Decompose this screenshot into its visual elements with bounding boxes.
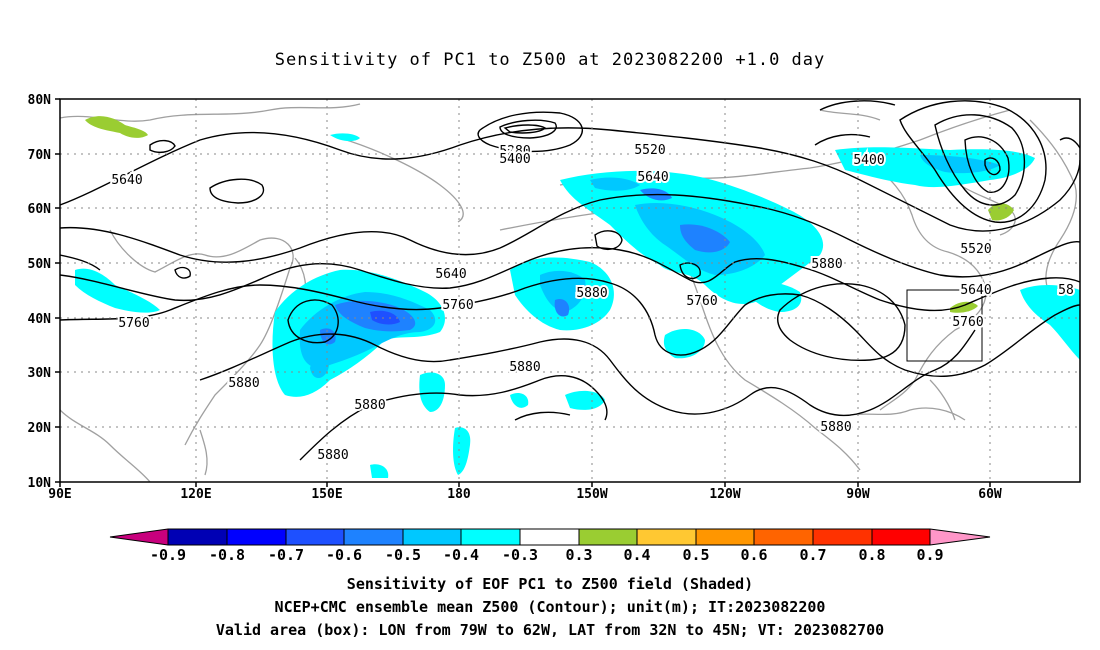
colorbar-cell: [344, 529, 403, 545]
colorbar-cell: [403, 529, 461, 545]
contour-label: 5880: [317, 448, 348, 463]
lon-label: 120W: [709, 487, 740, 502]
colorbar-cell: [696, 529, 754, 545]
contour-label: 5280: [499, 144, 530, 159]
colorbar-cell: [637, 529, 696, 545]
colorbar-label: 0.8: [858, 546, 885, 564]
contour-label: 5640: [435, 267, 466, 282]
contour-label: 5640: [111, 173, 142, 188]
colorbar-label: -0.6: [326, 546, 362, 564]
lat-label: 70N: [28, 148, 52, 163]
colorbar-cell: [227, 529, 286, 545]
colorbar-label: -0.9: [150, 546, 186, 564]
colorbar-cell: [754, 529, 813, 545]
contour-label: 5760: [952, 315, 983, 330]
colorbar-label: -0.8: [209, 546, 245, 564]
map-title: Sensitivity of PC1 to Z500 at 2023082200…: [274, 50, 826, 70]
contour-labels: 5280 5400 5520 5640 5400 5640 5520 5640 …: [109, 141, 1075, 465]
z500-contours: [60, 100, 1080, 461]
lon-label: 180: [447, 487, 471, 502]
contour-label: 58: [1058, 283, 1074, 298]
contour-label: 5880: [820, 420, 851, 435]
contour-label: 5640: [637, 170, 668, 185]
contour-label: 5400: [499, 152, 530, 167]
contour-label: 5760: [686, 294, 717, 309]
lat-label: 50N: [28, 257, 52, 272]
colorbar: [109, 528, 991, 546]
colorbar-label: 0.6: [740, 546, 767, 564]
longitude-labels: 90E 120E 150E 180 150W 120W 90W 60W: [48, 487, 1002, 502]
lon-label: 120E: [180, 487, 211, 502]
colorbar-cell: [286, 529, 344, 545]
colorbar-label: 0.4: [623, 546, 650, 564]
colorbar-label: 0.9: [916, 546, 943, 564]
colorbar-cell: [813, 529, 872, 545]
lon-label: 90E: [48, 487, 71, 502]
lon-label: 150E: [311, 487, 342, 502]
valid-area-box: [906, 289, 983, 362]
colorbar-label: -0.7: [268, 546, 304, 564]
contour-label: 5880: [576, 286, 607, 301]
lon-label: 60W: [978, 487, 1002, 502]
lat-label: 40N: [28, 312, 52, 327]
colorbar-labels: -0.9 -0.8 -0.7 -0.6 -0.5 -0.4 -0.3 0.3 0…: [150, 546, 944, 564]
colorbar-label: -0.3: [502, 546, 538, 564]
contour-label: 5880: [228, 376, 259, 391]
lat-label: 60N: [28, 202, 52, 217]
grid-lines: [60, 99, 1080, 482]
contour-label: 5880: [811, 257, 842, 272]
latitude-labels: 80N 70N 60N 50N 40N 30N 20N 10N: [28, 93, 52, 491]
sensitivity-shading: [75, 116, 1080, 478]
lat-label: 20N: [28, 421, 52, 436]
contour-label: 5640: [960, 283, 991, 298]
colorbar-cell: [930, 529, 990, 545]
colorbar-cell: [579, 529, 637, 545]
contour-label: 5520: [634, 143, 665, 158]
contour-label: 5880: [509, 360, 540, 375]
contour-label: 5760: [442, 298, 473, 313]
contour-label: 5400: [853, 153, 884, 168]
colorbar-cell: [168, 529, 227, 545]
caption-shading: Sensitivity of EOF PC1 to Z500 field (Sh…: [346, 575, 754, 593]
colorbar-cell: [110, 529, 168, 545]
colorbar-label: -0.5: [385, 546, 421, 564]
contour-label: 5880: [354, 398, 385, 413]
colorbar-label: 0.5: [682, 546, 709, 564]
colorbar-cell: [461, 529, 520, 545]
caption-contour: NCEP+CMC ensemble mean Z500 (Contour); u…: [274, 598, 826, 616]
lat-label: 10N: [28, 476, 52, 491]
colorbar-cell: [520, 529, 579, 545]
colorbar-cell: [872, 529, 930, 545]
lat-label: 30N: [28, 366, 52, 381]
plot-frame: [59, 98, 1081, 483]
contour-label: 5760: [118, 316, 149, 331]
contour-label: 5520: [960, 242, 991, 257]
lon-label: 90W: [846, 487, 870, 502]
lat-label: 80N: [28, 93, 52, 108]
caption-valid-area: Valid area (box): LON from 79W to 62W, L…: [215, 621, 885, 639]
colorbar-label: -0.4: [443, 546, 479, 564]
colorbar-label: 0.3: [565, 546, 592, 564]
colorbar-label: 0.7: [799, 546, 826, 564]
lon-label: 150W: [576, 487, 607, 502]
